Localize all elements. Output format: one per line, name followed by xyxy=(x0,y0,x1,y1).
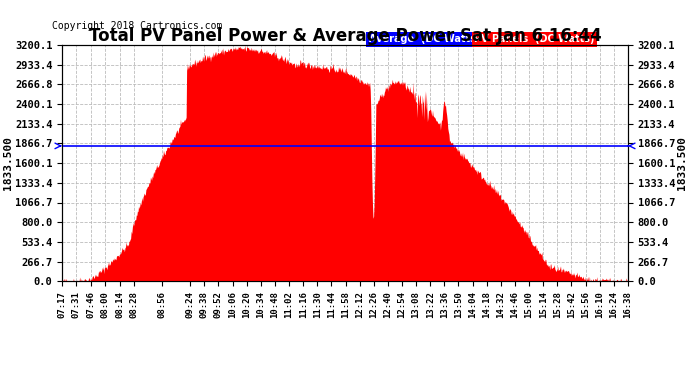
Y-axis label: 1833.500: 1833.500 xyxy=(676,136,687,190)
Y-axis label: 1833.500: 1833.500 xyxy=(3,136,14,190)
Text: PV Panels  (DC Watts): PV Panels (DC Watts) xyxy=(474,34,595,44)
Text: Copyright 2018 Cartronics.com: Copyright 2018 Cartronics.com xyxy=(52,21,222,31)
Title: Total PV Panel Power & Average Power Sat Jan 6 16:44: Total PV Panel Power & Average Power Sat… xyxy=(88,27,602,45)
Text: Average  (DC Watts): Average (DC Watts) xyxy=(368,34,480,44)
